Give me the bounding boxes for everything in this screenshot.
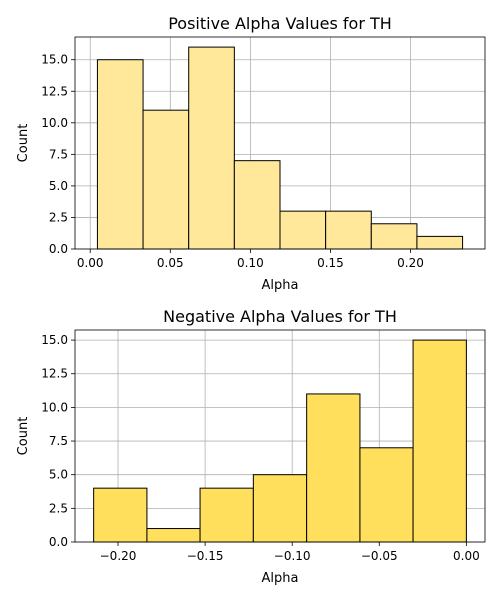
x-tick-label: −0.05	[361, 549, 398, 563]
histogram-bar	[146, 528, 201, 543]
histogram-bar	[96, 59, 144, 250]
x-tick-label: −0.20	[100, 549, 137, 563]
plot-frame	[74, 36, 486, 250]
y-axis-label: Count	[16, 124, 31, 163]
x-tick-label: 0.15	[317, 256, 344, 270]
histogram-bar	[233, 160, 281, 250]
y-tick-label: 2.5	[49, 501, 68, 515]
y-tick-label: 12.5	[41, 367, 68, 381]
histogram-bar	[306, 393, 361, 543]
histogram-bar	[93, 487, 148, 543]
x-tick-label: −0.10	[274, 549, 311, 563]
histogram-bar	[142, 109, 190, 250]
histogram-bar	[412, 339, 467, 543]
histogram-bar	[252, 474, 308, 543]
plot-frame	[74, 329, 486, 543]
y-tick-label: 15.0	[41, 333, 68, 347]
y-tick-label: 12.5	[41, 84, 68, 98]
x-tick-label: 0.05	[157, 256, 184, 270]
x-tick-label: −0.15	[187, 549, 224, 563]
y-tick-label: 2.5	[49, 210, 68, 224]
histogram-bar	[416, 235, 464, 250]
y-tick-label: 5.0	[49, 179, 68, 193]
histogram-bar	[188, 46, 235, 250]
x-tick-label: 0.20	[397, 256, 424, 270]
chart-title: Negative Alpha Values for TH	[163, 307, 397, 326]
histogram-bar	[325, 210, 372, 250]
x-axis-label: Alpha	[262, 571, 299, 586]
x-tick-label: 0.00	[77, 256, 104, 270]
negative-alpha-histogram: −0.20 −0.15 −0.10 −0.05 0.00 0.0 2.5 5.0 7.5 10.0…	[16, 307, 486, 586]
y-tick-label: 7.5	[49, 147, 68, 161]
y-tick-label: 10.0	[41, 400, 68, 414]
x-tick-label: 0.10	[237, 256, 264, 270]
histogram-bar	[199, 487, 254, 543]
histogram-bar	[370, 223, 418, 250]
y-tick-label: 0.0	[49, 535, 68, 549]
y-axis-label: Count	[16, 417, 31, 456]
x-axis-label: Alpha	[262, 278, 299, 293]
y-tick-label: 5.0	[49, 468, 68, 482]
histogram-bar	[359, 447, 414, 543]
y-tick-label: 7.5	[49, 434, 68, 448]
y-tick-label: 15.0	[41, 53, 68, 67]
y-tick-label: 10.0	[41, 116, 68, 130]
chart-title: Positive Alpha Values for TH	[168, 14, 392, 33]
y-tick-label: 0.0	[49, 242, 68, 256]
positive-alpha-histogram: 0.00 0.05 0.10 0.15 0.20 0.0 2.5 5.0 7.5 10.0 12.5…	[16, 14, 486, 293]
x-tick-label: 0.00	[453, 549, 480, 563]
histogram-bar	[279, 210, 327, 250]
